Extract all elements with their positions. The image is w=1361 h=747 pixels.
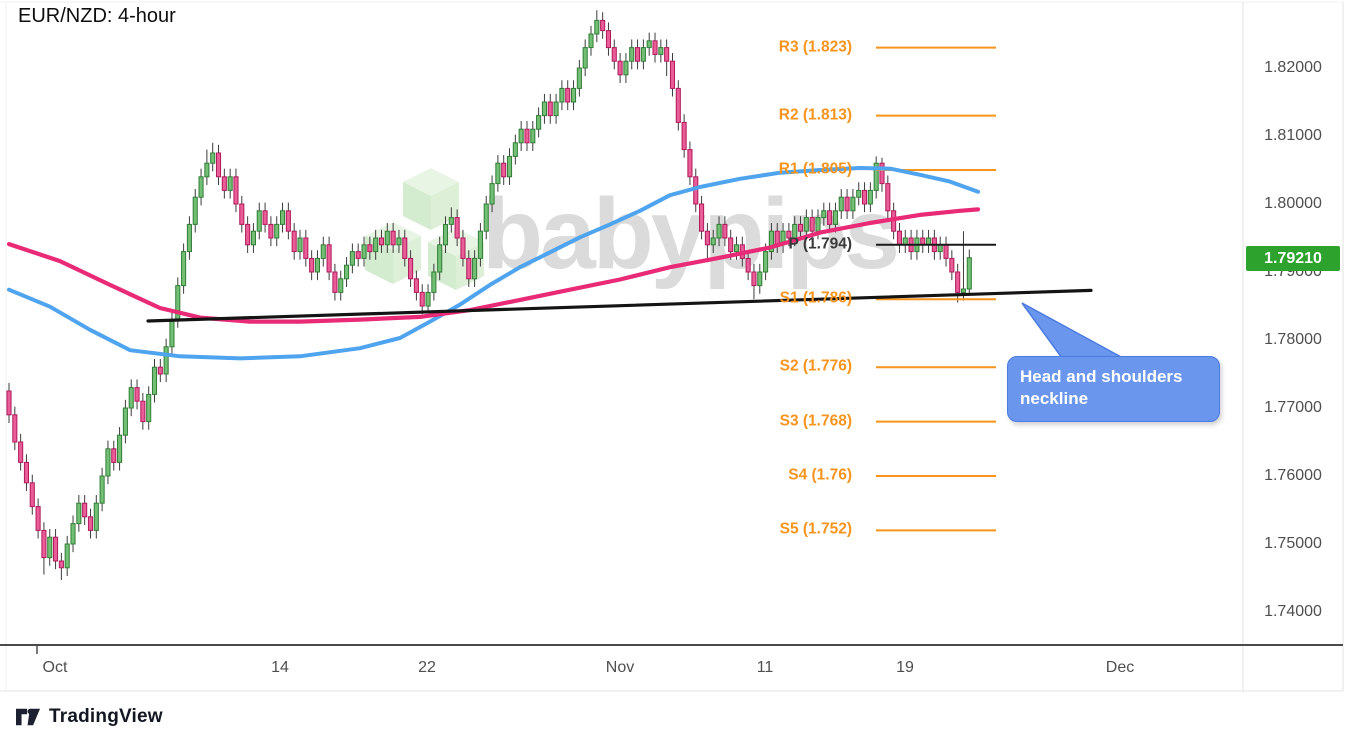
ma-pink-line [6, 207, 981, 324]
pivot-label-r3: R3 (1.823) [778, 38, 852, 56]
last-price-badge: 1.79210 [1246, 246, 1340, 271]
ma-blue-line [7, 166, 980, 361]
tradingview-logo[interactable]: TradingView [15, 705, 163, 729]
time-tick-label: 11 [756, 659, 774, 676]
pivot-label-s3: S3 (1.768) [779, 412, 852, 430]
price-tick-label: 1.81000 [1264, 127, 1322, 144]
tradingview-icon [16, 708, 40, 726]
pivot-label-r1: R1 (1.805) [778, 160, 852, 178]
pivot-label-s2: S2 (1.776) [779, 357, 852, 375]
price-tick-label: 1.77000 [1264, 399, 1322, 416]
chart-borders [0, 1, 1344, 692]
pivot-label-r2: R2 (1.813) [778, 106, 852, 124]
time-tick-label: Dec [1105, 659, 1135, 676]
chart-title: EUR/NZD: 4-hour [18, 5, 176, 27]
tradingview-text: TradingView [49, 706, 163, 727]
price-tick-label: 1.78000 [1264, 331, 1322, 348]
time-tick-label: Oct [42, 659, 68, 676]
price-tick-label: 1.80000 [1264, 195, 1322, 212]
pivot-label-s4: S4 (1.76) [788, 466, 852, 484]
babypips-watermark-text: babypips [482, 178, 897, 290]
price-tick-label: 1.82000 [1264, 59, 1322, 76]
time-tick-label: 19 [896, 659, 914, 676]
price-tick-label: 1.74000 [1264, 603, 1322, 620]
pivot-lines-layer [876, 46, 996, 532]
pivot-label-s1: S1 (1.786) [779, 289, 852, 307]
price-tick-label: 1.75000 [1264, 535, 1322, 552]
pivot-label-s5: S5 (1.752) [779, 520, 852, 538]
head-shoulders-callout[interactable]: Head and shoulders neckline [1007, 356, 1220, 422]
candles-layer [6, 10, 972, 581]
time-tick-label: 14 [271, 659, 289, 676]
babypips-cubes-icon [365, 168, 484, 290]
time-tick-label: Nov [605, 659, 635, 676]
time-tick-label: 22 [418, 659, 436, 676]
callout-tail [1021, 302, 1124, 359]
callout-line2: neckline [1020, 388, 1089, 408]
callout-line1: Head and shoulders [1020, 367, 1183, 386]
price-tick-label: 1.76000 [1264, 467, 1322, 484]
pivot-label-p: P (1.794) [788, 235, 852, 253]
neckline-layer[interactable] [146, 288, 1093, 323]
